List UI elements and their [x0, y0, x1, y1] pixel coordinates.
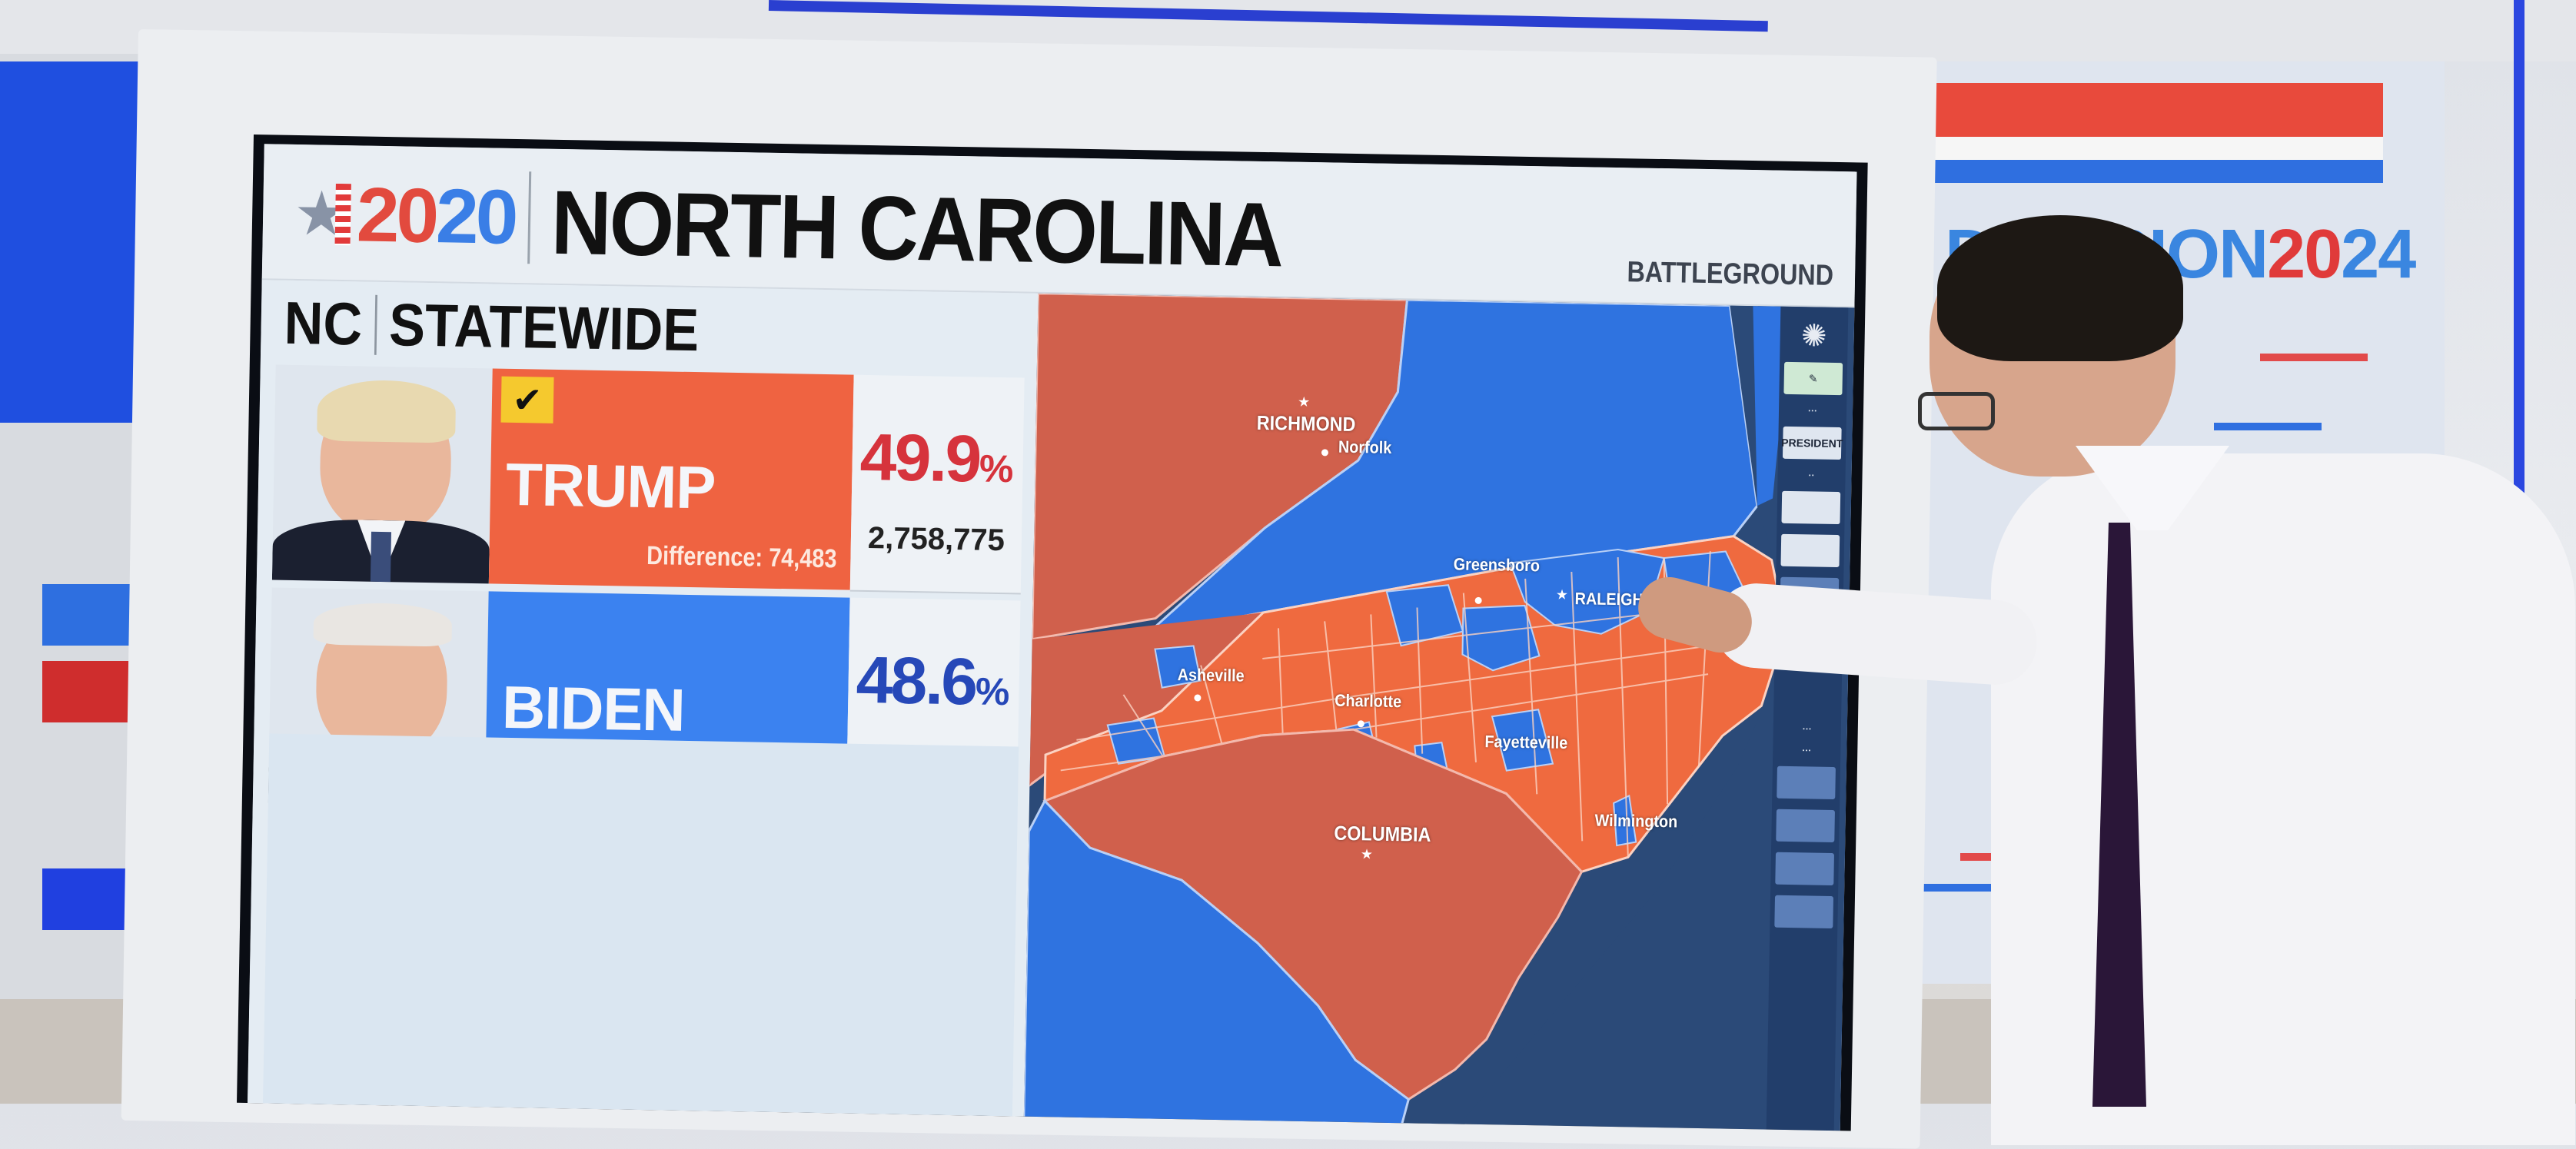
hair: [317, 379, 457, 443]
control-button-5[interactable]: [1780, 533, 1840, 568]
county-map[interactable]: ★ RICHMOND Norfolk Greensboro ★ RALEIGH …: [1023, 293, 1855, 1131]
capital-star-icon: ★: [1360, 846, 1374, 862]
vote-difference: Difference: 74,483: [646, 541, 837, 574]
vote-percentage: 49.9%: [859, 420, 1012, 496]
city-label-raleigh[interactable]: RALEIGH: [1574, 589, 1644, 609]
race-scope: STATEWIDE: [388, 291, 700, 364]
results-header: ★ 2020 NORTH CAROLINA BATTLEGROUND: [261, 144, 1857, 308]
control-button-8[interactable]: [1776, 809, 1835, 843]
studio-blue-band: [1899, 160, 2383, 183]
city-label-columbia[interactable]: COLUMBIA: [1334, 821, 1431, 846]
candidate-name: BIDEN: [501, 672, 686, 744]
city-label-charlotte[interactable]: Charlotte: [1334, 690, 1402, 712]
subtitle-divider: [374, 294, 377, 355]
control-button-4[interactable]: [1781, 490, 1841, 525]
candidate-name-box-trump: ✔ TRUMP Difference: 74,483: [488, 368, 854, 590]
studio-blue-panel: [0, 61, 154, 423]
city-dot: [1357, 720, 1364, 728]
control-label: ···: [1802, 745, 1812, 756]
capital-star-icon: ★: [1297, 394, 1311, 410]
wall-accent-blue: [2214, 423, 2322, 430]
city-label-norfolk[interactable]: Norfolk: [1338, 437, 1392, 457]
candidate-stats-trump: 49.9% 2,758,775: [849, 374, 1025, 595]
touchscreen[interactable]: ★ 2020 NORTH CAROLINA BATTLEGROUND NC ST…: [237, 134, 1868, 1131]
state-title: NORTH CAROLINA: [550, 171, 1283, 287]
hair: [313, 602, 453, 647]
control-label: ···: [1807, 405, 1818, 417]
city-dot: [1321, 449, 1329, 457]
city-dot: [1474, 596, 1482, 604]
map-controls: ✺ ✎ ··· PRESIDENT ·· ··· ···: [1766, 306, 1849, 1131]
city-label-fayetteville[interactable]: Fayetteville: [1484, 732, 1568, 752]
anchor-hair: [1937, 215, 2183, 361]
control-button-10[interactable]: [1774, 895, 1834, 929]
wall-accent-red: [2260, 354, 2368, 361]
map-shapes: [1023, 293, 1855, 1131]
candidate-photo-trump: [271, 364, 493, 584]
header-divider: [527, 171, 532, 264]
city-label-richmond[interactable]: RICHMOND: [1256, 410, 1356, 437]
pen-tool-button[interactable]: ✎: [1783, 361, 1843, 396]
control-button-7[interactable]: [1777, 765, 1836, 800]
stripes-icon: [334, 183, 351, 246]
pen-icon: ✎: [1808, 371, 1818, 385]
anchor-shirt: [1991, 453, 2575, 1145]
capital-star-icon: ★: [1555, 586, 1569, 603]
candidate-name: TRUMP: [505, 450, 716, 522]
empty-results-area: [263, 733, 1019, 1117]
candidate-row-trump[interactable]: ✔ TRUMP Difference: 74,483 49.9% 2,758,7…: [271, 364, 1025, 595]
battleground-label: BATTLEGROUND: [1627, 256, 1834, 292]
vote-count: 2,758,775: [867, 521, 1005, 558]
peacock-icon: ✺: [1800, 319, 1827, 354]
state-abbr: NC: [283, 288, 363, 358]
race-subtitle: NC STATEWIDE: [284, 288, 700, 365]
vote-percentage: 48.6%: [855, 643, 1008, 719]
glasses-icon: [1918, 392, 1995, 430]
city-dot: [1194, 694, 1202, 702]
studio-white-band: [1899, 137, 2383, 160]
studio-red-band: [1899, 83, 2383, 137]
control-label: ··: [1808, 470, 1815, 481]
winner-check-icon: ✔: [500, 376, 554, 423]
election-2020-logo: ★ 2020: [293, 171, 517, 261]
city-label-greensboro[interactable]: Greensboro: [1453, 554, 1541, 576]
city-label-asheville[interactable]: Asheville: [1177, 665, 1245, 686]
news-anchor: [1631, 215, 2576, 1145]
city-label-wilmington[interactable]: Wilmington: [1594, 810, 1678, 832]
president-race-button[interactable]: PRESIDENT: [1781, 426, 1843, 460]
tie: [370, 531, 392, 583]
control-label: ···: [1802, 723, 1812, 735]
results-panel: NC STATEWIDE ✔ TRUMP Difference: 74,483: [248, 280, 1037, 1117]
control-button-9[interactable]: [1775, 852, 1834, 886]
